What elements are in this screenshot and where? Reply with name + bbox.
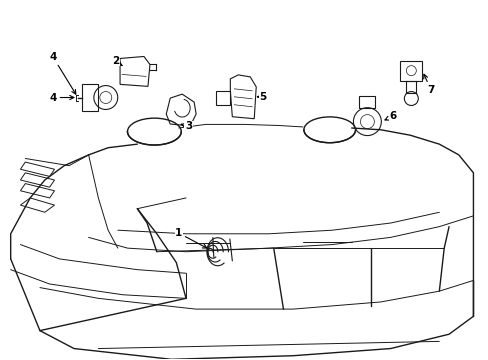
Text: 5: 5 (257, 92, 266, 102)
Text: 7: 7 (423, 74, 434, 95)
Text: 2: 2 (112, 56, 122, 66)
Text: 3: 3 (181, 121, 192, 131)
Text: 1: 1 (175, 228, 206, 248)
Text: 6: 6 (384, 111, 396, 121)
Text: 4: 4 (49, 93, 74, 103)
Text: 4: 4 (49, 52, 76, 94)
